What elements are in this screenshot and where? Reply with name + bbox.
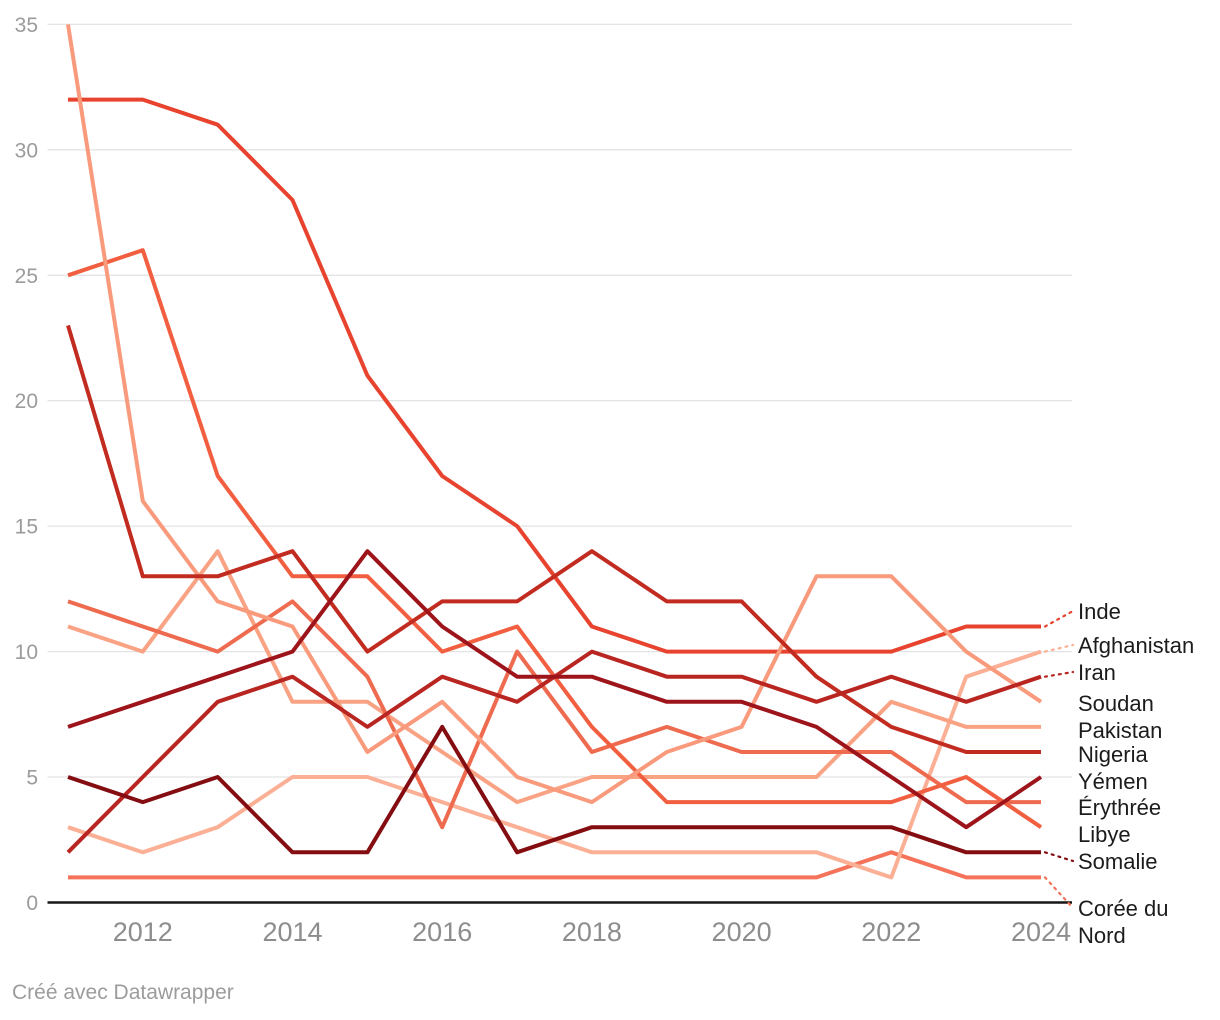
- label-connector-somalie: [1043, 851, 1075, 863]
- series-line-coree-du-nord[interactable]: [68, 850, 1041, 880]
- y-tick-label-30: 30: [15, 139, 38, 162]
- series-label-afghanistan: Afghanistan: [1078, 633, 1194, 658]
- series-line-erythree[interactable]: [67, 599, 1041, 830]
- series-line-soudan[interactable]: [66, 24, 1043, 805]
- x-tick-label-2020: 2020: [712, 917, 772, 947]
- series-label-pakistan: Pakistan: [1078, 718, 1162, 743]
- x-tick-label-2024: 2024: [1011, 917, 1071, 947]
- label-connector-iran: [1043, 670, 1075, 678]
- series-line-nigeria[interactable]: [66, 324, 1041, 754]
- series-label-nigeria: Nigeria: [1078, 742, 1148, 767]
- series-line-libye[interactable]: [67, 248, 1043, 829]
- y-tick-label-15: 15: [15, 516, 38, 539]
- y-tick-label-5: 5: [26, 767, 38, 790]
- series-label-somalie: Somalie: [1078, 849, 1157, 874]
- series-line-afghanistan[interactable]: [67, 649, 1042, 880]
- label-connector-inde: [1043, 609, 1075, 628]
- series-label-erythree: Érythrée: [1078, 795, 1161, 820]
- y-tick-label-10: 10: [15, 641, 38, 664]
- y-tick-label-25: 25: [15, 265, 38, 288]
- y-tick-label-20: 20: [15, 390, 38, 413]
- series-line-yemen[interactable]: [67, 549, 1043, 830]
- series-line-iran[interactable]: [66, 649, 1042, 854]
- series-line-inde[interactable]: [68, 97, 1041, 654]
- series-line-somalie[interactable]: [67, 724, 1041, 855]
- series-label-libye: Libye: [1078, 822, 1131, 847]
- x-tick-label-2014: 2014: [262, 917, 322, 947]
- datawrapper-credit[interactable]: Créé avec Datawrapper: [12, 981, 234, 1004]
- series-label-yemen: Yémen: [1078, 769, 1148, 794]
- label-connector-coree-du-nord: [1043, 876, 1075, 910]
- x-tick-label-2016: 2016: [412, 917, 472, 947]
- label-connector-afghanistan: [1043, 643, 1075, 653]
- x-tick-label-2012: 2012: [113, 917, 173, 947]
- x-tick-label-2022: 2022: [861, 917, 921, 947]
- x-tick-label-2018: 2018: [562, 917, 622, 947]
- y-tick-label-0: 0: [26, 892, 38, 915]
- series-label-soudan: Soudan: [1078, 691, 1154, 716]
- series-label-inde: Inde: [1078, 599, 1121, 624]
- series-label-coree-du-nord: Corée du Nord: [1078, 896, 1169, 948]
- series-label-iran: Iran: [1078, 660, 1116, 685]
- y-tick-label-35: 35: [15, 14, 38, 37]
